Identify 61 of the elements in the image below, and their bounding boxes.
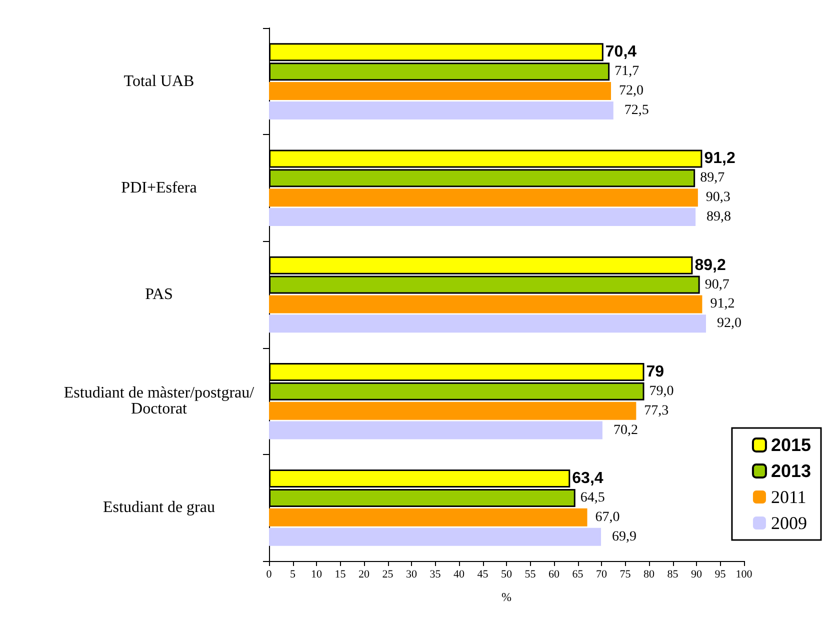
y-tick-label: Estudiant de màster/postgrau/Doctorat xyxy=(64,384,255,418)
data-label: 79 xyxy=(646,363,664,380)
data-label: 89,7 xyxy=(700,170,725,186)
data-label: 77,3 xyxy=(644,403,669,418)
x-tick-label: 70 xyxy=(596,568,608,580)
bar xyxy=(269,295,702,314)
x-tick-label: 80 xyxy=(644,568,655,580)
bar xyxy=(269,101,614,120)
bar xyxy=(269,528,602,546)
x-tick-label: 10 xyxy=(311,568,322,580)
data-label: 79,0 xyxy=(649,384,674,399)
legend-label: 2009 xyxy=(770,513,807,533)
data-label: 63,4 xyxy=(572,470,604,488)
bar xyxy=(269,208,696,226)
legend-label: 2013 xyxy=(770,461,812,481)
y-tick-label: PDI+Esfera xyxy=(121,179,197,196)
legend-label: 2011 xyxy=(770,487,806,507)
x-tick-label: 65 xyxy=(572,568,584,580)
data-label: 70,4 xyxy=(605,44,637,61)
data-label: 64,5 xyxy=(580,490,605,506)
bar xyxy=(269,314,706,333)
data-label: 69,9 xyxy=(612,529,637,544)
x-axis-title: % xyxy=(502,590,512,604)
x-tick-label: 35 xyxy=(430,568,442,580)
data-label: 89,8 xyxy=(706,210,732,225)
x-tick-label: 85 xyxy=(667,568,679,580)
data-label: 90,7 xyxy=(704,277,730,292)
y-tick-label: Estudiant de grau xyxy=(103,499,215,516)
data-label: 89,2 xyxy=(694,256,726,274)
bar xyxy=(269,188,698,207)
data-label: 70,2 xyxy=(613,422,638,438)
x-tick-label: 25 xyxy=(382,568,394,580)
x-tick-label: 0 xyxy=(266,568,272,580)
y-tick-label: Total UAB xyxy=(124,72,194,90)
y-tick-label: PAS xyxy=(145,286,173,303)
x-tick-label: 5 xyxy=(290,568,296,580)
x-tick-label: 55 xyxy=(524,568,536,580)
data-label: 90,3 xyxy=(706,190,730,206)
bar xyxy=(269,508,588,526)
x-tick-label: 100 xyxy=(736,568,753,580)
data-label: 67,0 xyxy=(595,510,620,525)
legend-label: 2015 xyxy=(770,435,812,455)
data-label: 72,0 xyxy=(619,84,644,99)
x-tick-label: 20 xyxy=(358,568,370,580)
data-label: 92,0 xyxy=(717,316,742,332)
x-tick-label: 45 xyxy=(477,568,489,580)
x-tick-label: 15 xyxy=(334,568,346,580)
x-tick-label: 30 xyxy=(406,568,418,580)
bar xyxy=(269,82,611,100)
data-label: 72,5 xyxy=(624,102,649,118)
bar xyxy=(269,421,602,440)
x-tick-label: 60 xyxy=(548,568,560,580)
x-tick-label: 75 xyxy=(620,568,632,580)
x-tick-label: 95 xyxy=(714,568,726,580)
bar xyxy=(269,402,636,420)
data-label: 91,2 xyxy=(704,150,736,168)
x-tick-label: 50 xyxy=(501,568,512,580)
data-label: 91,2 xyxy=(710,296,735,312)
x-tick-label: 40 xyxy=(454,568,465,580)
data-label: 71,7 xyxy=(614,64,640,80)
x-tick-label: 90 xyxy=(691,568,702,580)
